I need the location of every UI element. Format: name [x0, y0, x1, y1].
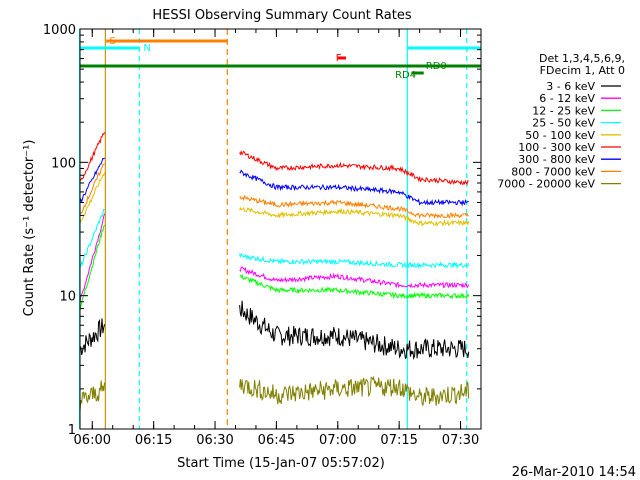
legend-entry: 6 - 12 keV	[539, 92, 595, 105]
series-5-segment-1	[239, 149, 469, 186]
series-1-segment-0	[79, 213, 106, 303]
series-6-segment-1	[239, 169, 469, 207]
plot-frame	[79, 28, 482, 430]
series-8-segment-0	[79, 380, 106, 412]
series-5-segment-0	[79, 132, 106, 182]
x-tick-label: 06:45	[258, 433, 295, 448]
legend-entry: 25 - 50 keV	[532, 117, 595, 130]
legend-entry: 3 - 6 keV	[546, 80, 595, 93]
legend-entry: 50 - 100 keV	[525, 129, 595, 142]
legend: Det 1,3,4,5,6,9,FDecim 1, Att 0 3 - 6 keV…	[497, 52, 625, 191]
x-tick-label: 07:30	[442, 433, 479, 448]
series-2-segment-1	[239, 273, 470, 300]
x-tick-label: 07:15	[380, 433, 417, 448]
plot-area: S N F RD0 RD4	[78, 29, 481, 429]
annotation-n: N	[143, 43, 150, 54]
chart-title: HESSI Observing Summary Count Rates	[152, 8, 411, 23]
series-4-segment-1	[239, 206, 470, 227]
footer-date: 26-Mar-2010 14:54	[512, 465, 636, 480]
x-axis-label: Start Time (15-Jan-07 05:57:02)	[177, 456, 385, 471]
legend-entry: 7000 - 20000 keV	[497, 178, 595, 191]
legend-header: FDecim 1, Att 0	[540, 64, 625, 77]
series-6-segment-0	[79, 157, 105, 204]
x-tick-label: 07:00	[319, 433, 356, 448]
series-0-segment-1	[239, 300, 470, 361]
x-tick-label: 06:15	[135, 433, 172, 448]
legend-entry: 12 - 25 keV	[532, 104, 595, 117]
axes: 06:00 06:15 06:30 06:45 07:00 07:15 07:30 1 10 10…	[43, 23, 482, 448]
y-tick-label: 1000	[43, 23, 76, 38]
y-tick-label: 1	[68, 423, 76, 438]
annotation-s: S	[109, 36, 115, 47]
annotation-f: F	[336, 53, 342, 64]
legend-entry: 800 - 7000 keV	[511, 165, 595, 178]
legend-header: Det 1,3,4,5,6,9,	[539, 52, 625, 65]
series-8-segment-1	[239, 375, 470, 406]
annotation-rd0: RD0	[426, 61, 447, 72]
series-7-segment-1	[239, 194, 469, 220]
series-3-segment-0	[79, 208, 105, 268]
y-axis-label: Count Rate (s⁻¹ detector⁻¹)	[22, 140, 37, 317]
legend-entry: 100 - 300 keV	[518, 141, 595, 154]
series-1-segment-1	[239, 266, 470, 289]
series-7-segment-0	[79, 163, 105, 215]
series-0-segment-0	[79, 318, 106, 356]
x-tick-label: 06:00	[74, 433, 111, 448]
annotation-rd4: RD4	[395, 70, 416, 81]
series-3-segment-1	[239, 252, 470, 270]
x-tick-label: 06:30	[196, 433, 233, 448]
y-tick-label: 100	[51, 156, 76, 171]
legend-entry: 300 - 800 keV	[518, 153, 595, 166]
series-4-segment-0	[79, 172, 106, 224]
series-2-segment-0	[79, 224, 106, 311]
y-tick-label: 10	[59, 290, 76, 305]
